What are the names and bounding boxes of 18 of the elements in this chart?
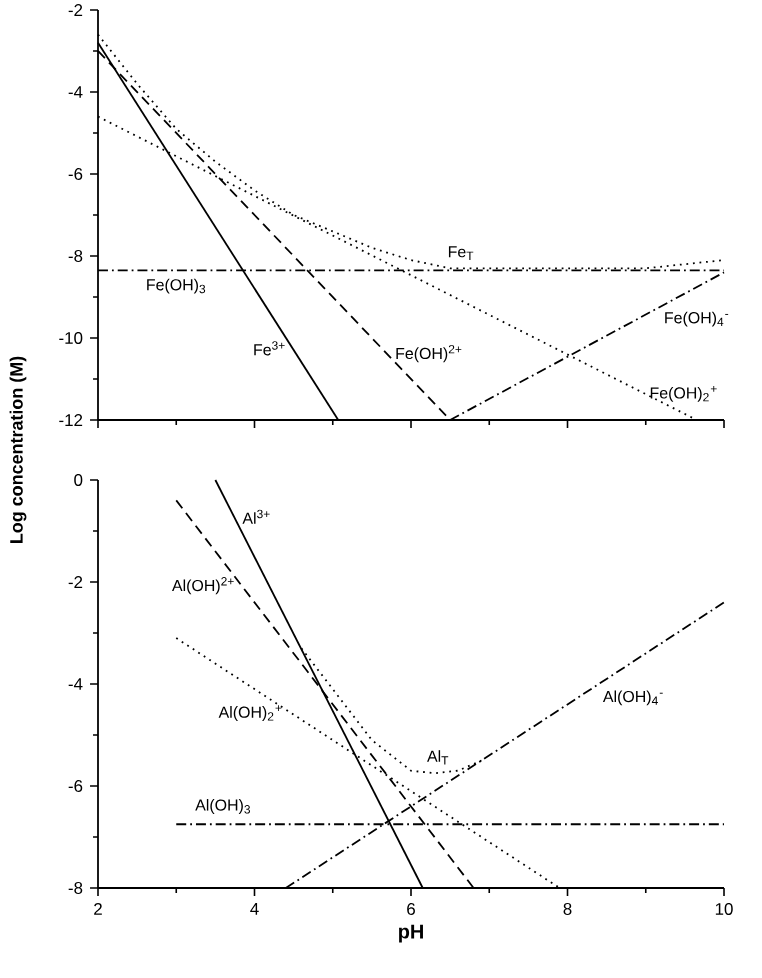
- y-tick-label: -8: [68, 882, 83, 894]
- y-tick-label: -6: [68, 780, 83, 792]
- x-tick-label: 10: [715, 903, 733, 915]
- y-tick-label: -6: [68, 168, 83, 180]
- x-tick-label: 8: [563, 903, 572, 915]
- x-tick-label: 4: [250, 903, 259, 915]
- x-tick-label: 2: [94, 903, 102, 915]
- y-tick-label: -4: [68, 678, 83, 690]
- y-tick-label: -12: [59, 414, 83, 426]
- y-tick-label: -10: [59, 332, 83, 344]
- y-tick-label: 0: [74, 474, 83, 486]
- y-tick-label: -2: [68, 576, 83, 588]
- x-tick-label: 6: [407, 903, 415, 915]
- y-tick-label: -4: [68, 86, 83, 98]
- x-axis-title: pH: [399, 924, 423, 943]
- y-tick-label: -8: [68, 250, 83, 262]
- y-tick-label: -2: [68, 4, 83, 16]
- y-axis-title: Log concentration (M): [9, 356, 27, 543]
